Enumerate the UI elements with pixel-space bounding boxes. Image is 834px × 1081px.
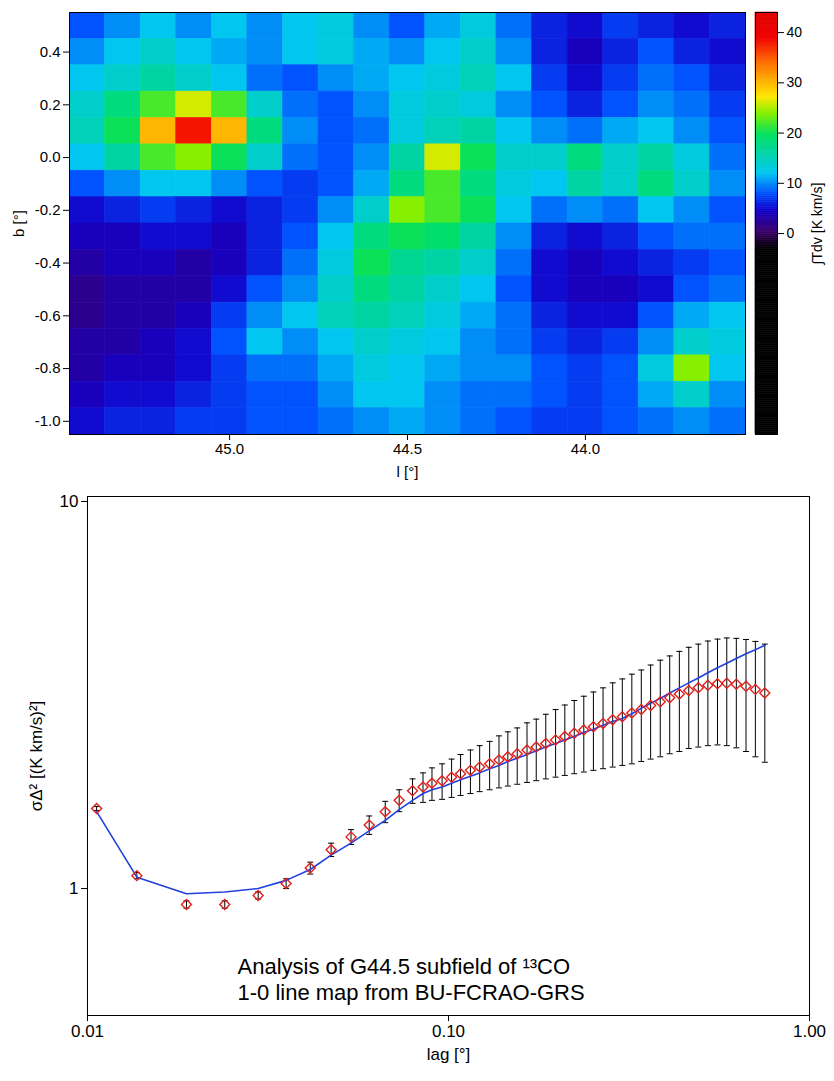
svg-text:20: 20 bbox=[787, 125, 803, 141]
svg-text:-0.2: -0.2 bbox=[35, 201, 61, 218]
svg-text:44.5: 44.5 bbox=[393, 440, 422, 457]
svg-text:30: 30 bbox=[787, 74, 803, 90]
svg-text:lag [°]: lag [°] bbox=[427, 1045, 471, 1064]
svg-text:10: 10 bbox=[60, 492, 79, 511]
svg-text:-0.4: -0.4 bbox=[35, 254, 61, 271]
svg-text:44.0: 44.0 bbox=[571, 440, 600, 457]
svg-text:Analysis of G44.5 subfield of: Analysis of G44.5 subfield of ¹³CO1-0 li… bbox=[238, 954, 585, 1004]
svg-text:0.0: 0.0 bbox=[40, 148, 61, 165]
svg-text:0.10: 0.10 bbox=[432, 1022, 465, 1041]
svg-text:0.01: 0.01 bbox=[71, 1022, 104, 1041]
svg-text:0: 0 bbox=[787, 225, 795, 241]
svg-text:l [°]: l [°] bbox=[397, 463, 419, 480]
svg-text:0.2: 0.2 bbox=[40, 96, 61, 113]
svg-text:40: 40 bbox=[787, 24, 803, 40]
svg-text:0.4: 0.4 bbox=[40, 43, 61, 60]
svg-text:10: 10 bbox=[787, 175, 803, 191]
svg-text:b [°]: b [°] bbox=[10, 210, 27, 237]
svg-text:45.0: 45.0 bbox=[215, 440, 244, 457]
svg-text:-1.0: -1.0 bbox=[35, 412, 61, 429]
svg-text:1: 1 bbox=[69, 879, 78, 898]
svg-text:-0.8: -0.8 bbox=[35, 359, 61, 376]
svg-text:σΔ² [(K km/s)²]: σΔ² [(K km/s)²] bbox=[27, 701, 46, 812]
svg-text:∫Tdv [K km/s]: ∫Tdv [K km/s] bbox=[809, 183, 825, 266]
svg-text:1.00: 1.00 bbox=[793, 1022, 826, 1041]
svg-text:-0.6: -0.6 bbox=[35, 307, 61, 324]
